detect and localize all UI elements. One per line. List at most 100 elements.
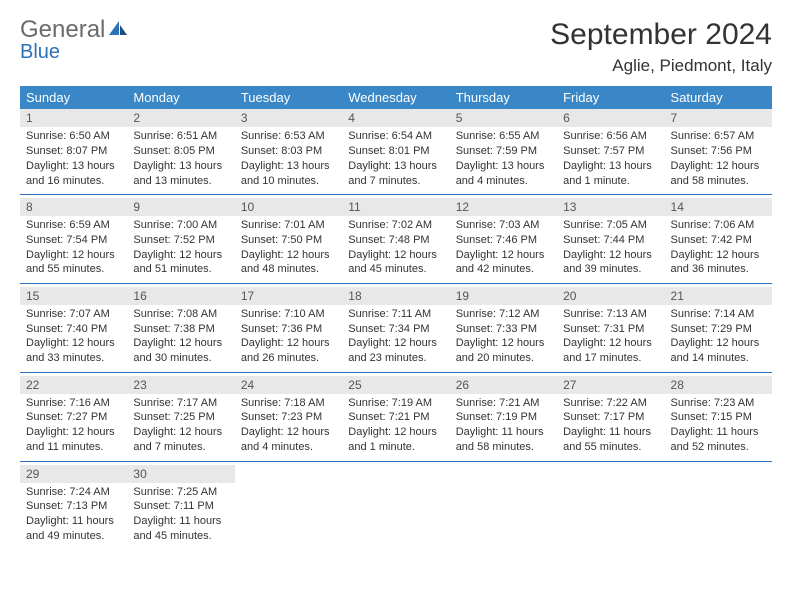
day-number-cell: 20 bbox=[557, 287, 664, 305]
day-data-row: Sunrise: 7:16 AMSunset: 7:27 PMDaylight:… bbox=[20, 394, 772, 462]
sunrise-text: Sunrise: 7:03 AM bbox=[456, 218, 551, 233]
day-number-cell: 15 bbox=[20, 287, 127, 305]
day-data-cell: Sunrise: 6:51 AMSunset: 8:05 PMDaylight:… bbox=[127, 127, 234, 195]
daylight-text-2: and 1 minute. bbox=[563, 174, 658, 189]
weekday-header: Friday bbox=[557, 86, 664, 109]
sunset-text: Sunset: 7:52 PM bbox=[133, 233, 228, 248]
day-data-cell: Sunrise: 6:56 AMSunset: 7:57 PMDaylight:… bbox=[557, 127, 664, 195]
daylight-text-2: and 20 minutes. bbox=[456, 351, 551, 366]
day-data-row: Sunrise: 6:59 AMSunset: 7:54 PMDaylight:… bbox=[20, 216, 772, 284]
daylight-text-2: and 17 minutes. bbox=[563, 351, 658, 366]
day-data-cell: Sunrise: 7:23 AMSunset: 7:15 PMDaylight:… bbox=[665, 394, 772, 462]
day-number-row: 1234567 bbox=[20, 109, 772, 127]
daylight-text-2: and 10 minutes. bbox=[241, 174, 336, 189]
sunset-text: Sunset: 7:56 PM bbox=[671, 144, 766, 159]
daylight-text-1: Daylight: 11 hours bbox=[671, 425, 766, 440]
sunset-text: Sunset: 7:36 PM bbox=[241, 322, 336, 337]
sunrise-text: Sunrise: 7:13 AM bbox=[563, 307, 658, 322]
sunrise-text: Sunrise: 7:01 AM bbox=[241, 218, 336, 233]
day-number-cell: 8 bbox=[20, 198, 127, 216]
sunset-text: Sunset: 7:11 PM bbox=[133, 499, 228, 514]
day-data-cell: Sunrise: 7:05 AMSunset: 7:44 PMDaylight:… bbox=[557, 216, 664, 284]
day-number-cell: 5 bbox=[450, 109, 557, 127]
daylight-text-1: Daylight: 12 hours bbox=[348, 425, 443, 440]
day-number-cell: 12 bbox=[450, 198, 557, 216]
sunset-text: Sunset: 7:59 PM bbox=[456, 144, 551, 159]
page-header: General Blue September 2024 Aglie, Piedm… bbox=[20, 18, 772, 76]
daylight-text-2: and 58 minutes. bbox=[456, 440, 551, 455]
day-number-cell: 1 bbox=[20, 109, 127, 127]
sunrise-text: Sunrise: 7:17 AM bbox=[133, 396, 228, 411]
daylight-text-2: and 55 minutes. bbox=[563, 440, 658, 455]
daylight-text-2: and 39 minutes. bbox=[563, 262, 658, 277]
sunset-text: Sunset: 7:19 PM bbox=[456, 410, 551, 425]
day-number-cell: 11 bbox=[342, 198, 449, 216]
sunrise-text: Sunrise: 7:18 AM bbox=[241, 396, 336, 411]
sunrise-text: Sunrise: 7:08 AM bbox=[133, 307, 228, 322]
weekday-header: Wednesday bbox=[342, 86, 449, 109]
sunset-text: Sunset: 7:54 PM bbox=[26, 233, 121, 248]
day-number-cell: 23 bbox=[127, 376, 234, 394]
daylight-text-2: and 48 minutes. bbox=[241, 262, 336, 277]
day-data-cell: Sunrise: 7:03 AMSunset: 7:46 PMDaylight:… bbox=[450, 216, 557, 284]
logo: General Blue bbox=[20, 18, 129, 62]
sunset-text: Sunset: 7:29 PM bbox=[671, 322, 766, 337]
sunrise-text: Sunrise: 7:21 AM bbox=[456, 396, 551, 411]
daylight-text-1: Daylight: 13 hours bbox=[26, 159, 121, 174]
day-number-cell: 24 bbox=[235, 376, 342, 394]
sunrise-text: Sunrise: 6:53 AM bbox=[241, 129, 336, 144]
day-data-cell: Sunrise: 6:57 AMSunset: 7:56 PMDaylight:… bbox=[665, 127, 772, 195]
daylight-text-2: and 49 minutes. bbox=[26, 529, 121, 544]
day-data-cell: Sunrise: 7:07 AMSunset: 7:40 PMDaylight:… bbox=[20, 305, 127, 373]
sunset-text: Sunset: 7:17 PM bbox=[563, 410, 658, 425]
weekday-header: Saturday bbox=[665, 86, 772, 109]
day-data-cell bbox=[665, 483, 772, 550]
daylight-text-1: Daylight: 12 hours bbox=[348, 248, 443, 263]
daylight-text-1: Daylight: 12 hours bbox=[26, 336, 121, 351]
day-data-cell: Sunrise: 7:06 AMSunset: 7:42 PMDaylight:… bbox=[665, 216, 772, 284]
day-data-row: Sunrise: 7:07 AMSunset: 7:40 PMDaylight:… bbox=[20, 305, 772, 373]
day-data-cell: Sunrise: 7:19 AMSunset: 7:21 PMDaylight:… bbox=[342, 394, 449, 462]
day-data-cell: Sunrise: 7:12 AMSunset: 7:33 PMDaylight:… bbox=[450, 305, 557, 373]
weekday-header: Thursday bbox=[450, 86, 557, 109]
sunrise-text: Sunrise: 6:57 AM bbox=[671, 129, 766, 144]
sunrise-text: Sunrise: 7:11 AM bbox=[348, 307, 443, 322]
daylight-text-1: Daylight: 13 hours bbox=[563, 159, 658, 174]
sunrise-text: Sunrise: 7:06 AM bbox=[671, 218, 766, 233]
daylight-text-1: Daylight: 12 hours bbox=[26, 248, 121, 263]
location-text: Aglie, Piedmont, Italy bbox=[550, 56, 772, 76]
sunrise-text: Sunrise: 7:02 AM bbox=[348, 218, 443, 233]
logo-sail-icon bbox=[107, 19, 129, 41]
weekday-header: Sunday bbox=[20, 86, 127, 109]
sunrise-text: Sunrise: 7:22 AM bbox=[563, 396, 658, 411]
daylight-text-1: Daylight: 12 hours bbox=[671, 248, 766, 263]
sunrise-text: Sunrise: 7:00 AM bbox=[133, 218, 228, 233]
daylight-text-1: Daylight: 13 hours bbox=[241, 159, 336, 174]
day-data-cell: Sunrise: 7:22 AMSunset: 7:17 PMDaylight:… bbox=[557, 394, 664, 462]
daylight-text-2: and 7 minutes. bbox=[348, 174, 443, 189]
daylight-text-2: and 13 minutes. bbox=[133, 174, 228, 189]
daylight-text-2: and 45 minutes. bbox=[133, 529, 228, 544]
sunrise-text: Sunrise: 7:25 AM bbox=[133, 485, 228, 500]
daylight-text-1: Daylight: 12 hours bbox=[563, 336, 658, 351]
daylight-text-1: Daylight: 12 hours bbox=[563, 248, 658, 263]
daylight-text-1: Daylight: 11 hours bbox=[563, 425, 658, 440]
daylight-text-1: Daylight: 12 hours bbox=[241, 336, 336, 351]
day-number-cell: 22 bbox=[20, 376, 127, 394]
sunset-text: Sunset: 7:38 PM bbox=[133, 322, 228, 337]
daylight-text-2: and 36 minutes. bbox=[671, 262, 766, 277]
day-data-cell: Sunrise: 7:14 AMSunset: 7:29 PMDaylight:… bbox=[665, 305, 772, 373]
daylight-text-1: Daylight: 11 hours bbox=[456, 425, 551, 440]
sunrise-text: Sunrise: 7:12 AM bbox=[456, 307, 551, 322]
day-number-cell: 28 bbox=[665, 376, 772, 394]
daylight-text-2: and 58 minutes. bbox=[671, 174, 766, 189]
sunset-text: Sunset: 7:34 PM bbox=[348, 322, 443, 337]
day-number-cell: 27 bbox=[557, 376, 664, 394]
sunset-text: Sunset: 7:42 PM bbox=[671, 233, 766, 248]
day-data-cell: Sunrise: 7:25 AMSunset: 7:11 PMDaylight:… bbox=[127, 483, 234, 550]
sunset-text: Sunset: 8:01 PM bbox=[348, 144, 443, 159]
day-data-cell bbox=[342, 483, 449, 550]
daylight-text-1: Daylight: 12 hours bbox=[348, 336, 443, 351]
daylight-text-2: and 4 minutes. bbox=[456, 174, 551, 189]
daylight-text-1: Daylight: 12 hours bbox=[241, 248, 336, 263]
